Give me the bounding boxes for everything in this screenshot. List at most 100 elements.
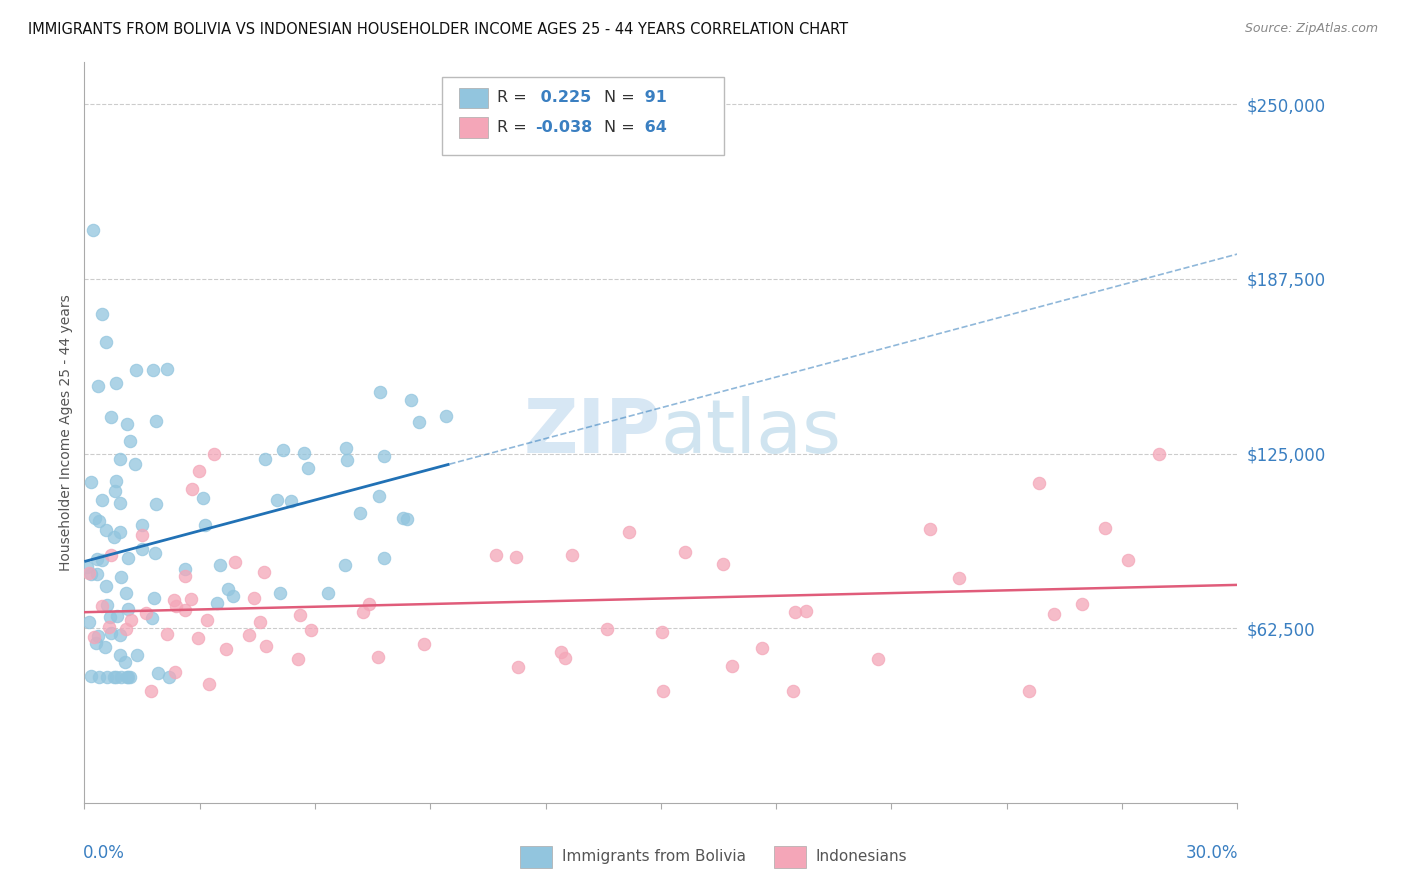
Point — [253, 565, 276, 579]
Point — [174, 569, 197, 583]
Text: Immigrants from Bolivia: Immigrants from Bolivia — [561, 849, 745, 864]
Point — [84, 636, 107, 650]
Point — [202, 446, 225, 460]
Point — [174, 562, 197, 576]
Point — [165, 599, 187, 613]
Text: R =: R = — [498, 120, 527, 135]
Text: Source: ZipAtlas.com: Source: ZipAtlas.com — [1244, 22, 1378, 36]
Point — [1149, 446, 1171, 460]
Point — [401, 392, 423, 407]
Point — [96, 599, 118, 613]
Point — [108, 525, 131, 540]
Point — [143, 546, 166, 560]
Point — [156, 362, 179, 376]
Point — [115, 622, 138, 636]
Point — [124, 458, 146, 472]
Point — [118, 434, 141, 448]
Text: 64: 64 — [638, 120, 666, 135]
Text: 91: 91 — [638, 90, 666, 105]
Point — [254, 639, 277, 653]
Text: 0.0%: 0.0% — [83, 844, 125, 862]
Point — [1043, 607, 1066, 622]
Point — [103, 531, 125, 545]
Point — [868, 651, 890, 665]
Point — [90, 307, 112, 321]
Point — [288, 608, 311, 623]
Point — [165, 665, 187, 679]
Point — [651, 624, 673, 639]
Point — [396, 511, 419, 525]
Text: atlas: atlas — [661, 396, 842, 469]
Point — [195, 613, 218, 627]
Text: ZIP: ZIP — [523, 396, 661, 469]
Point — [131, 528, 153, 542]
Point — [94, 640, 117, 654]
Text: Indonesians: Indonesians — [815, 849, 907, 864]
Point — [554, 650, 576, 665]
Point — [110, 570, 132, 584]
Point — [110, 496, 132, 510]
Point — [333, 558, 356, 572]
Point — [117, 670, 139, 684]
Point — [96, 670, 118, 684]
Point — [194, 518, 217, 533]
Point — [80, 669, 103, 683]
Point — [596, 622, 619, 636]
Point — [651, 684, 673, 698]
Point — [114, 656, 136, 670]
Point — [353, 605, 375, 619]
Point — [117, 602, 139, 616]
Point — [243, 591, 266, 605]
Point — [794, 604, 817, 618]
Point — [271, 443, 294, 458]
Text: -0.038: -0.038 — [536, 120, 592, 135]
Point — [94, 579, 117, 593]
Point — [86, 566, 108, 581]
FancyBboxPatch shape — [441, 78, 724, 155]
Text: 0.225: 0.225 — [536, 90, 592, 105]
Point — [145, 497, 167, 511]
Point — [76, 559, 98, 574]
Point — [224, 555, 246, 569]
Point — [215, 642, 238, 657]
FancyBboxPatch shape — [460, 87, 488, 108]
Point — [142, 363, 165, 377]
Point — [108, 452, 131, 467]
Point — [222, 589, 245, 603]
Point — [783, 605, 806, 619]
Point — [561, 548, 583, 562]
Point — [335, 441, 357, 455]
Text: IMMIGRANTS FROM BOLIVIA VS INDONESIAN HOUSEHOLDER INCOME AGES 25 - 44 YEARS CORR: IMMIGRANTS FROM BOLIVIA VS INDONESIAN HO… — [28, 22, 848, 37]
Point — [110, 648, 132, 662]
Point — [105, 609, 128, 624]
Point — [187, 632, 209, 646]
Point — [87, 379, 110, 393]
Point — [86, 551, 108, 566]
Point — [297, 461, 319, 475]
Point — [1018, 684, 1040, 698]
Point — [115, 670, 138, 684]
Point — [217, 582, 239, 596]
Point — [141, 610, 163, 624]
Point — [125, 363, 148, 377]
Point — [96, 334, 118, 349]
Point — [77, 615, 100, 629]
Point — [90, 553, 112, 567]
Point — [163, 593, 186, 607]
Point — [91, 493, 114, 508]
Point — [98, 610, 121, 624]
Point — [83, 630, 105, 644]
Point — [349, 506, 371, 520]
Point — [91, 599, 114, 614]
Point — [110, 670, 132, 684]
Point — [782, 684, 804, 698]
Point — [87, 629, 110, 643]
Point — [191, 491, 214, 506]
Point — [117, 551, 139, 566]
Point — [131, 518, 153, 533]
Point — [139, 684, 162, 698]
Point — [104, 484, 127, 499]
Point — [287, 652, 309, 666]
Point — [104, 376, 127, 391]
Point — [114, 586, 136, 600]
